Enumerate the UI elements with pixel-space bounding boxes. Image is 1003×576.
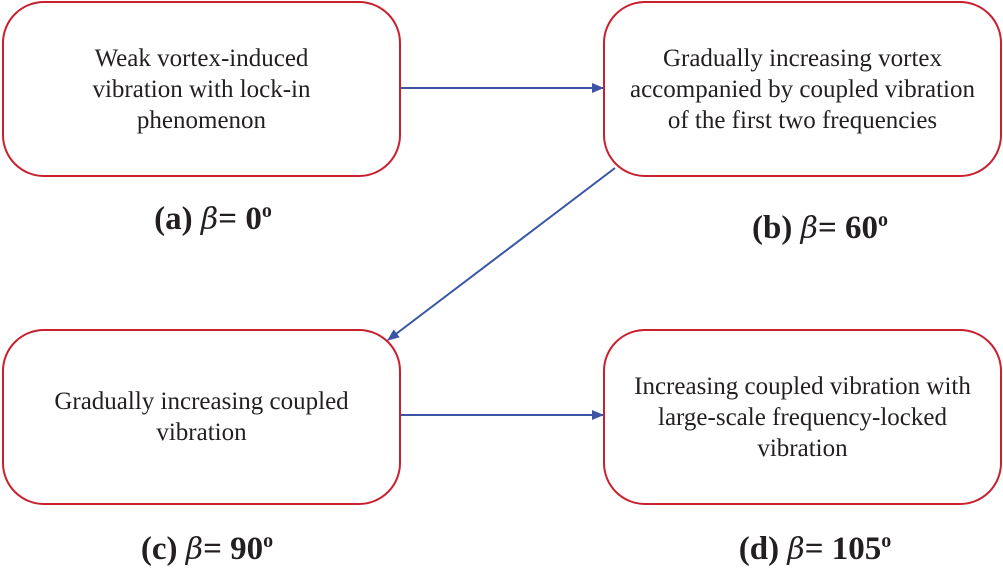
node-d-text: Increasing coupled vibration with large-… xyxy=(634,372,971,462)
node-c-text: Gradually increasing coupled vibration xyxy=(54,388,349,446)
node-c-box: Gradually increasing coupled vibration xyxy=(2,329,401,505)
node-c-label: (c) β= 90o xyxy=(140,530,274,567)
node-b-box: Gradually increasing vortex accompanied … xyxy=(603,1,1002,177)
node-d-label: (d) β= 105o xyxy=(738,530,892,567)
node-a-box: Weak vortex-induced vibration with lock-… xyxy=(2,1,401,177)
node-a-label: (a) β= 0o xyxy=(154,200,272,237)
arrow-b-to-c xyxy=(387,167,616,341)
node-b-text: Gradually increasing vortex accompanied … xyxy=(629,44,976,134)
node-d-box: Increasing coupled vibration with large-… xyxy=(603,329,1002,505)
node-b-label: (b) β= 60o xyxy=(752,209,888,246)
node-a-text: Weak vortex-induced vibration with lock-… xyxy=(92,44,311,134)
